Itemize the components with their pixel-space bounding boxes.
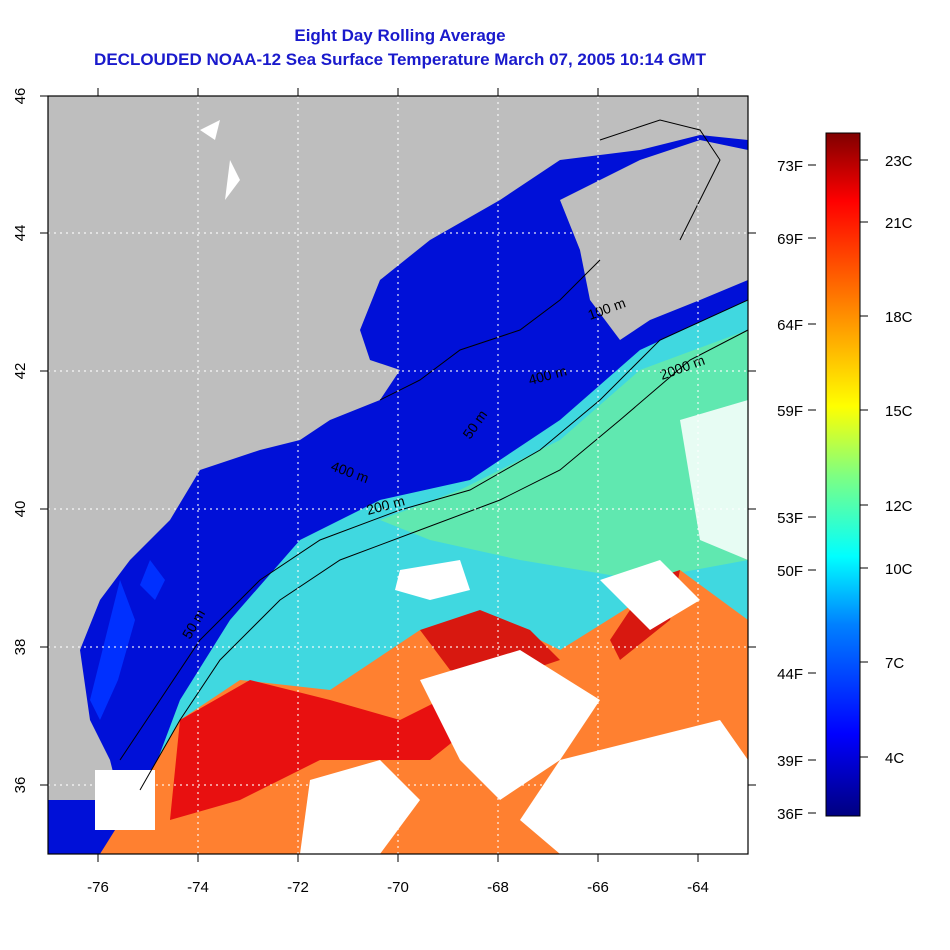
fahrenheit-label: 39F bbox=[777, 753, 803, 770]
lon-ticks bbox=[97, 88, 699, 862]
lon-tick-label: -76 bbox=[87, 879, 109, 896]
celsius-label: 23C bbox=[885, 153, 913, 170]
cloud-patch bbox=[680, 400, 748, 560]
fahrenheit-label: 50F bbox=[777, 563, 803, 580]
celsius-label: 15C bbox=[885, 403, 913, 420]
cloud-patch bbox=[520, 720, 748, 854]
lat-tick-label: 42 bbox=[12, 363, 29, 380]
fahrenheit-label: 44F bbox=[777, 666, 803, 683]
lon-tick-label: -66 bbox=[587, 879, 609, 896]
lat-tick-label: 38 bbox=[12, 639, 29, 656]
delaware-bay bbox=[140, 560, 165, 600]
celsius-label: 10C bbox=[885, 561, 913, 578]
celsius-label: 12C bbox=[885, 498, 913, 515]
graticule bbox=[48, 96, 748, 854]
lat-tick-label: 44 bbox=[12, 225, 29, 242]
lat-ticks bbox=[40, 95, 756, 786]
title-line-1: Eight Day Rolling Average bbox=[294, 26, 506, 45]
fahrenheit-label: 64F bbox=[777, 317, 803, 334]
title-line-2: DECLOUDED NOAA-12 Sea Surface Temperatur… bbox=[94, 50, 706, 69]
fahrenheit-label: 36F bbox=[777, 806, 803, 823]
fahrenheit-label: 73F bbox=[777, 158, 803, 175]
cloud-patch bbox=[420, 650, 600, 800]
cloud-patch bbox=[395, 560, 470, 600]
contour-line bbox=[119, 299, 748, 761]
nova-scotia-land bbox=[560, 140, 748, 340]
lon-tick-label: -70 bbox=[387, 879, 409, 896]
celsius-ticks bbox=[860, 159, 868, 758]
sst-map: 50 m 200 m 2000 m 400 m 50 m 100 m 400 m bbox=[48, 96, 748, 854]
fahrenheit-ticks bbox=[808, 164, 816, 814]
fahrenheit-label: 69F bbox=[777, 231, 803, 248]
celsius-label: 7C bbox=[885, 655, 904, 672]
land-mass bbox=[48, 96, 748, 800]
cloud-patch bbox=[600, 560, 700, 630]
lake bbox=[200, 120, 220, 140]
cloud-patch bbox=[95, 770, 155, 830]
cloud-patch bbox=[300, 760, 420, 854]
lat-tick-label: 40 bbox=[12, 501, 29, 518]
lat-tick-label: 36 bbox=[12, 777, 29, 794]
fahrenheit-label: 59F bbox=[777, 403, 803, 420]
fahrenheit-label: 53F bbox=[777, 510, 803, 527]
celsius-label: 21C bbox=[885, 215, 913, 232]
chesapeake-bay bbox=[90, 580, 135, 720]
colorbar bbox=[825, 132, 861, 817]
celsius-label: 18C bbox=[885, 309, 913, 326]
contour-line bbox=[599, 119, 721, 241]
lon-tick-label: -72 bbox=[287, 879, 309, 896]
contour-line bbox=[379, 259, 601, 401]
lon-tick-label: -64 bbox=[687, 879, 709, 896]
shelf-break-band bbox=[380, 330, 748, 580]
celsius-label: 4C bbox=[885, 750, 904, 767]
lon-tick-label: -74 bbox=[187, 879, 209, 896]
lake bbox=[225, 160, 240, 200]
lon-tick-label: -68 bbox=[487, 879, 509, 896]
contour-line bbox=[139, 329, 748, 791]
lat-tick-label: 46 bbox=[12, 88, 29, 105]
